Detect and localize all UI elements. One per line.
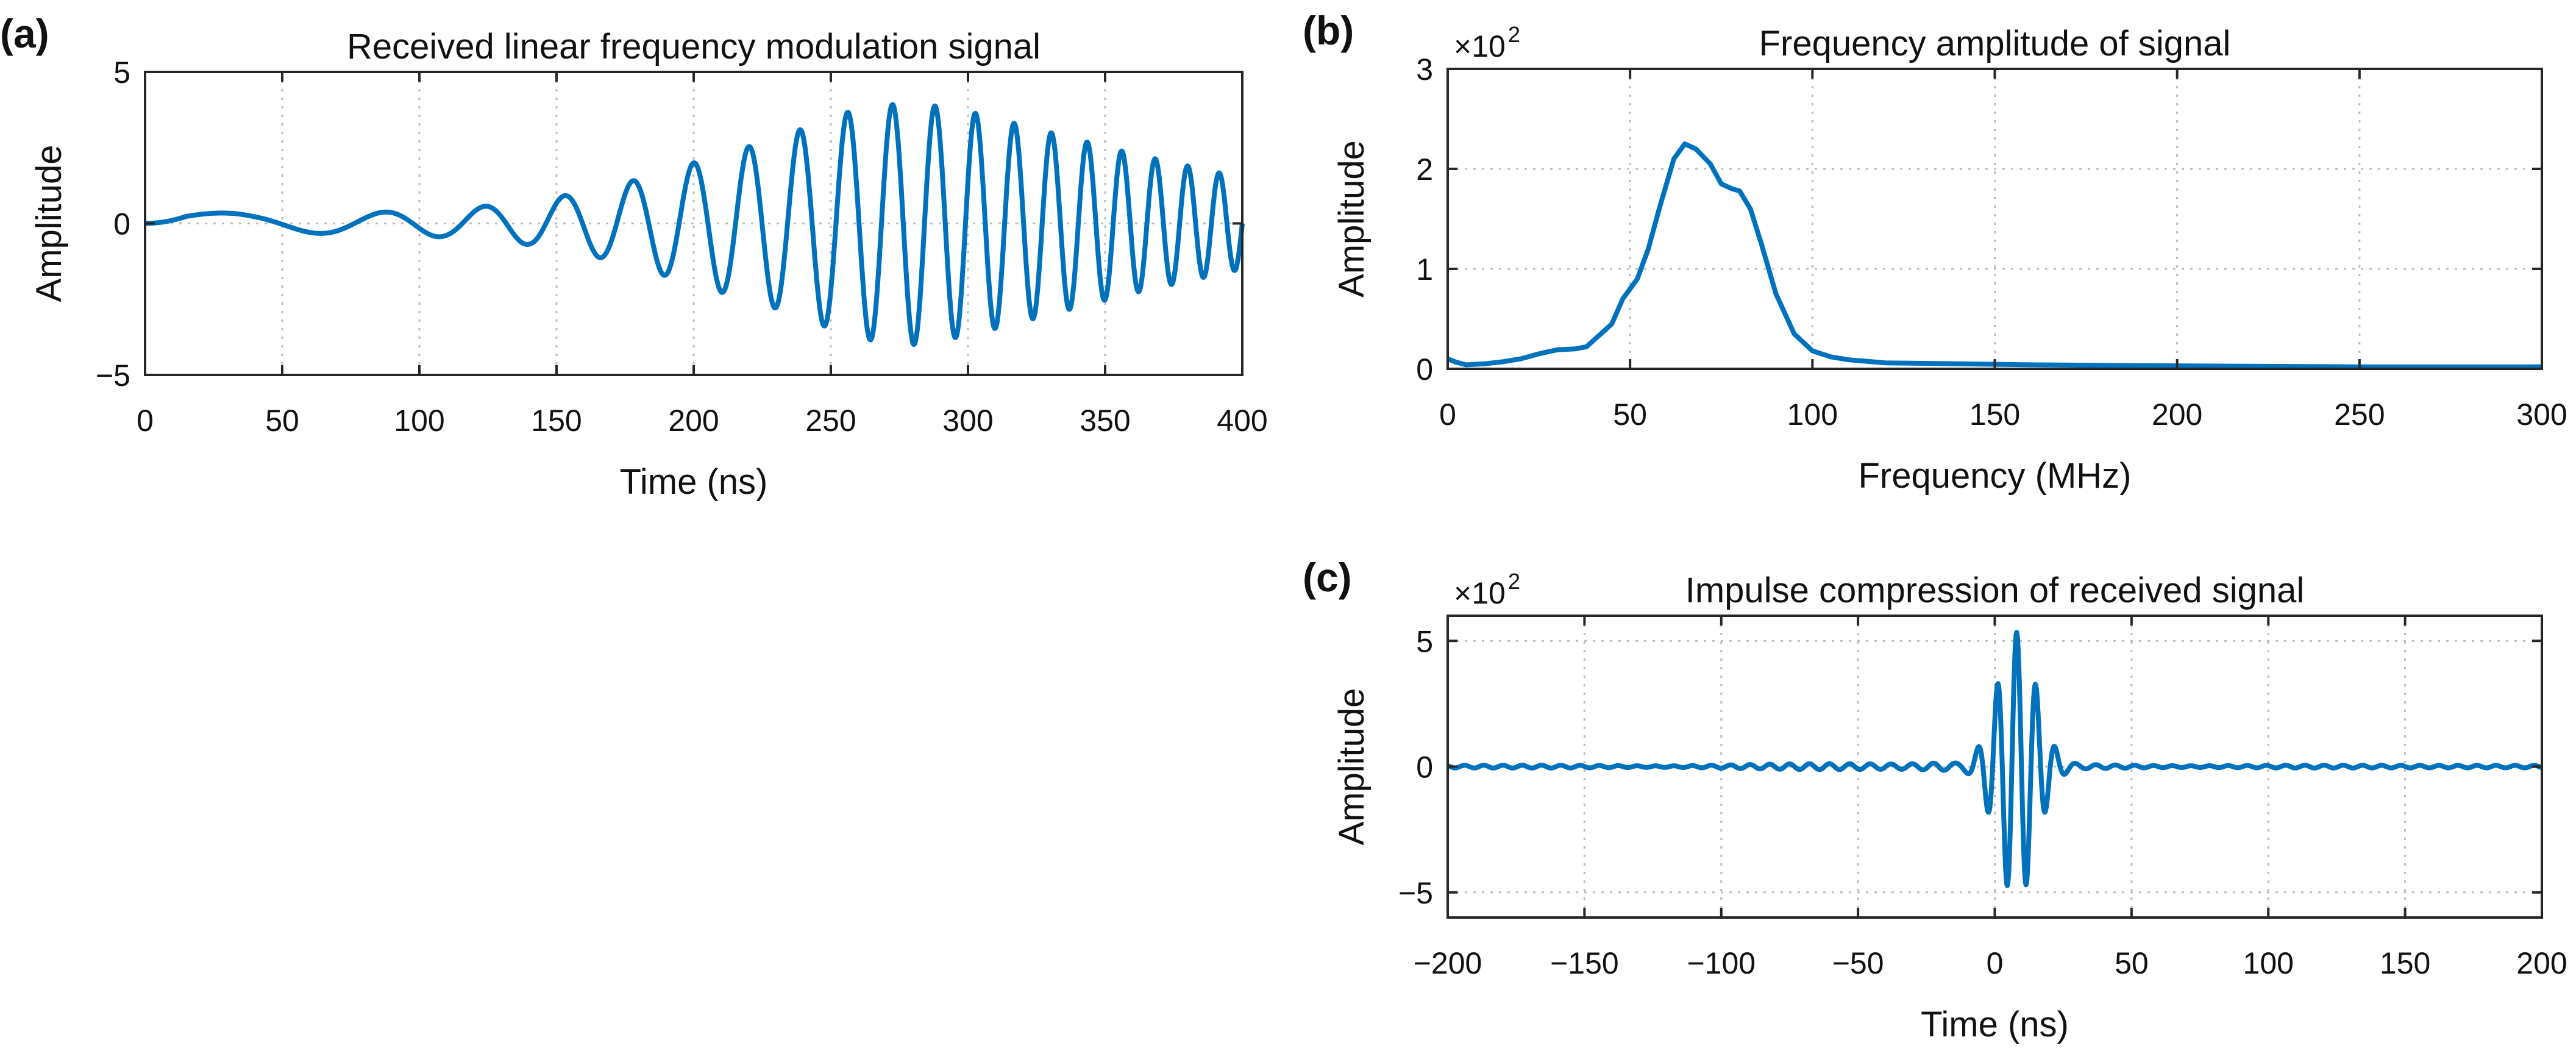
x-tick-label: 250	[2334, 397, 2385, 432]
exponent-power: 2	[1508, 22, 1520, 47]
x-tick-label: 50	[2115, 946, 2149, 980]
series-line	[143, 102, 1245, 347]
exponent-label: ×10 2	[1454, 22, 1520, 63]
x-tick-label: 150	[531, 404, 582, 438]
y-axis-label: Amplitude	[1332, 688, 1372, 846]
y-tick-label: 1	[1416, 252, 1433, 287]
exponent-label: ×10 2	[1454, 569, 1520, 610]
y-tick-label: −5	[96, 358, 130, 393]
x-tick-label: 50	[1613, 397, 1647, 432]
x-tick-label: 200	[668, 404, 719, 438]
y-tick-label: 5	[1416, 624, 1433, 658]
x-tick-label: 0	[137, 404, 154, 438]
y-tick-label: 3	[1416, 52, 1433, 87]
x-axis-label: Time (ns)	[1921, 1005, 2069, 1044]
chart-title: Received linear frequency modulation sig…	[347, 27, 1041, 66]
x-tick-label: 150	[2380, 946, 2430, 980]
x-tick-label: 200	[2516, 946, 2567, 980]
series-line	[1445, 630, 2544, 888]
x-tick-label: 100	[2243, 946, 2294, 980]
x-axis-label: Time (ns)	[620, 462, 768, 502]
x-tick-label: 350	[1080, 404, 1130, 438]
panel-letter: (b)	[1303, 8, 1354, 53]
exponent-base: ×10	[1454, 576, 1506, 610]
chart-panel-2: 0 50 100 150 200 250 300 0 1 2 3 Frequency amplitud…	[1303, 8, 2567, 496]
y-tick-label: 5	[113, 55, 130, 90]
chart-title: Impulse compression of received signal	[1685, 571, 2304, 610]
panel-letter: (a)	[0, 11, 49, 56]
x-tick-label: 0	[1439, 397, 1456, 432]
exponent-power: 2	[1508, 569, 1520, 594]
x-tick-label: 150	[1969, 397, 2020, 432]
y-axis-label: Amplitude	[1332, 140, 1372, 298]
x-tick-label: −50	[1832, 946, 1884, 980]
x-tick-label: 400	[1217, 404, 1267, 438]
y-tick-label: 2	[1416, 152, 1433, 187]
x-tick-label: 0	[1987, 946, 2004, 980]
y-axis-label: Amplitude	[29, 145, 69, 302]
x-tick-label: −100	[1687, 946, 1756, 980]
panel-letter: (c)	[1303, 555, 1352, 600]
x-tick-label: −200	[1414, 946, 1482, 980]
x-tick-label: 100	[394, 404, 444, 438]
series-line	[1446, 141, 2542, 369]
x-tick-label: 100	[1787, 397, 1838, 432]
exponent-base: ×10	[1454, 29, 1506, 63]
x-tick-label: 50	[265, 404, 299, 438]
y-tick-label: −5	[1398, 876, 1433, 910]
chart-title: Frequency amplitude of signal	[1759, 24, 2231, 63]
y-tick-label: 0	[113, 207, 130, 241]
y-tick-label: 0	[1416, 352, 1433, 387]
x-tick-label: 250	[805, 404, 856, 438]
x-tick-label: −150	[1550, 946, 1619, 980]
x-axis-label: Frequency (MHz)	[1859, 456, 2132, 496]
x-tick-label: 200	[2152, 397, 2202, 432]
y-tick-label: 0	[1416, 750, 1433, 785]
x-tick-label: 300	[942, 404, 993, 438]
x-tick-label: 300	[2516, 397, 2567, 432]
